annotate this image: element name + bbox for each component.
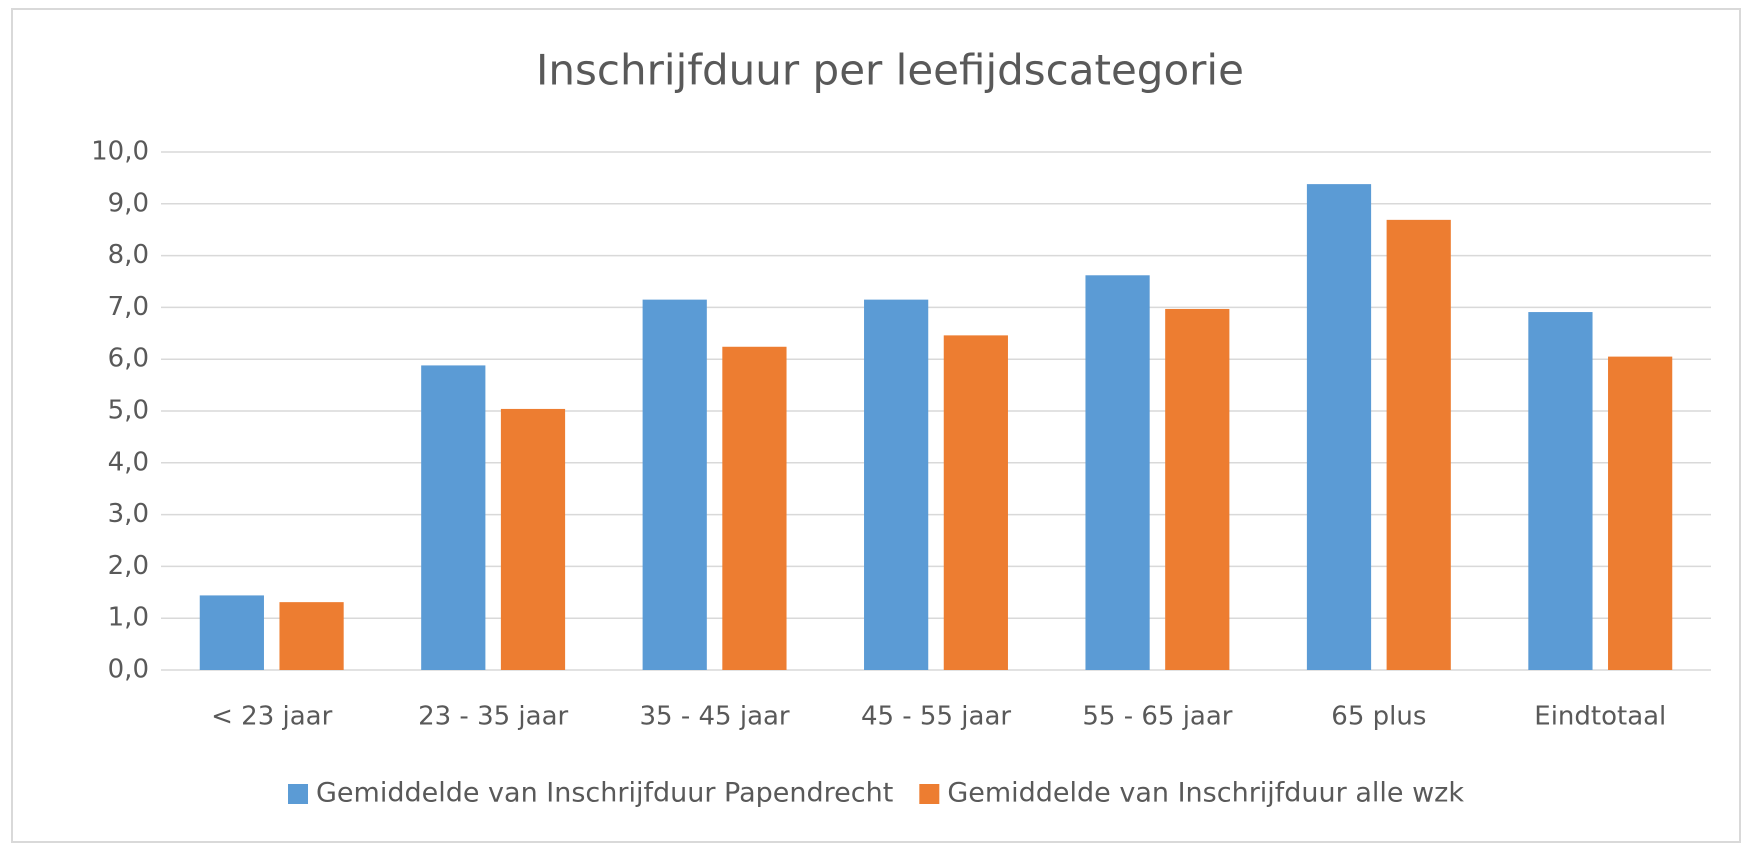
bar xyxy=(1386,219,1451,670)
x-tick-label: 23 - 35 jaar xyxy=(418,702,568,732)
y-tick-label: 4,0 xyxy=(108,447,149,477)
legend-swatch xyxy=(919,784,940,804)
y-tick-label: 8,0 xyxy=(108,240,149,270)
y-tick-label: 6,0 xyxy=(108,344,149,374)
x-tick-label: 45 - 55 jaar xyxy=(861,702,1011,732)
y-tick-label: 2,0 xyxy=(108,551,149,581)
y-tick-label: 10,0 xyxy=(91,137,149,167)
y-tick-label: 7,0 xyxy=(108,292,149,322)
bar xyxy=(1165,308,1230,670)
bar xyxy=(722,346,787,670)
bar xyxy=(864,299,929,670)
x-tick-label: 55 - 65 jaar xyxy=(1082,702,1232,732)
bar xyxy=(421,365,486,670)
bar xyxy=(1306,184,1372,670)
bar xyxy=(500,408,566,670)
bar xyxy=(279,602,344,670)
x-tick-label: Eindtotaal xyxy=(1534,702,1666,732)
chart-title: Inschrijfduur per leefijdscategorie xyxy=(536,46,1244,95)
bar xyxy=(199,595,264,670)
y-tick-label: 1,0 xyxy=(108,603,149,633)
bar xyxy=(1528,312,1593,670)
x-tick-label: 35 - 45 jaar xyxy=(640,702,790,732)
y-tick-label: 9,0 xyxy=(108,188,149,218)
bar xyxy=(1085,275,1150,670)
bar xyxy=(642,299,707,670)
bar xyxy=(1608,356,1673,670)
x-tick-label: 65 plus xyxy=(1331,702,1426,732)
y-tick-label: 3,0 xyxy=(108,499,149,529)
bar xyxy=(943,335,1008,670)
x-tick-label: < 23 jaar xyxy=(211,702,332,732)
y-tick-label: 5,0 xyxy=(108,396,149,426)
legend-label: Gemiddelde van Inschrijfduur alle wzk xyxy=(947,778,1464,809)
y-tick-label: 0,0 xyxy=(108,655,149,685)
legend-label: Gemiddelde van Inschrijfduur Papendrecht xyxy=(316,778,893,809)
legend-swatch xyxy=(288,784,309,804)
